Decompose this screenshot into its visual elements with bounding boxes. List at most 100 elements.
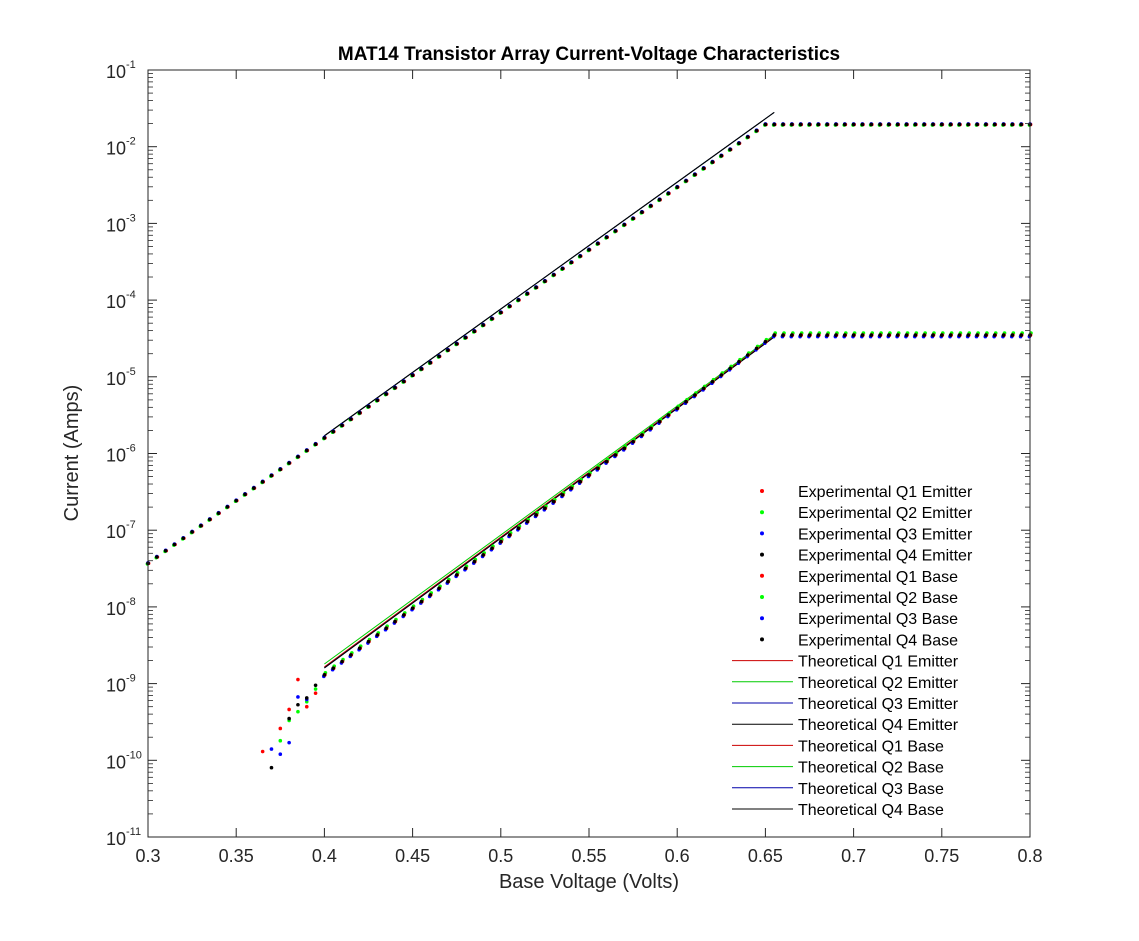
legend-marker xyxy=(760,510,764,515)
x-tick-label: 0.55 xyxy=(571,846,606,866)
emitter-point xyxy=(604,235,609,240)
base-point xyxy=(701,386,706,391)
base-point xyxy=(1019,333,1023,337)
x-tick-label: 0.4 xyxy=(312,846,337,866)
base-point xyxy=(401,613,406,617)
emitter-point xyxy=(207,517,212,522)
emitter-point xyxy=(613,229,618,233)
base-point xyxy=(490,546,494,551)
y-axis-label: Current (Amps) xyxy=(61,385,83,522)
base-low-point xyxy=(296,677,300,682)
emitter-point xyxy=(163,548,168,553)
base-low-point xyxy=(278,726,283,731)
base-point xyxy=(860,333,865,337)
base-point xyxy=(728,366,732,371)
emitter-point xyxy=(463,335,468,340)
y-tick-label: 10 -3 xyxy=(106,212,136,235)
base-point xyxy=(851,333,856,337)
legend-label: Theoretical Q2 Emitter xyxy=(798,675,959,692)
base-point xyxy=(904,333,909,337)
y-tick-label: 10 -11 xyxy=(106,826,141,849)
legend-label: Theoretical Q1 Base xyxy=(798,738,944,755)
emitter-point xyxy=(622,222,627,227)
base-point xyxy=(613,453,618,457)
emitter-point xyxy=(155,555,159,559)
base-point xyxy=(737,359,741,364)
emitter-point xyxy=(287,461,291,465)
emitter-point xyxy=(719,154,724,158)
x-tick-label: 0.45 xyxy=(395,846,430,866)
y-tick-exponent: -9 xyxy=(126,673,136,685)
base-point xyxy=(340,659,344,664)
emitter-point xyxy=(790,122,794,127)
base-point xyxy=(587,473,591,477)
legend-marker xyxy=(760,552,764,557)
base-point xyxy=(984,333,988,337)
base-low-point xyxy=(304,696,309,700)
base-point xyxy=(790,333,794,337)
base-point xyxy=(948,333,953,337)
emitter-point xyxy=(640,210,644,215)
emitter-point xyxy=(384,392,388,396)
base-point xyxy=(428,593,433,597)
base-point xyxy=(534,513,538,517)
emitter-point xyxy=(922,122,926,127)
base-point xyxy=(940,333,944,337)
emitter-point xyxy=(234,498,238,503)
emitter-point xyxy=(754,128,759,133)
legend-marker xyxy=(760,489,764,493)
emitter-point xyxy=(781,122,785,127)
base-point xyxy=(992,333,997,337)
base-point xyxy=(384,626,388,631)
emitter-point xyxy=(437,354,441,359)
emitter-point xyxy=(410,373,415,378)
base-low-point xyxy=(269,747,274,751)
y-tick-exponent: -5 xyxy=(126,366,136,378)
base-point xyxy=(507,533,512,537)
emitter-point xyxy=(551,273,556,277)
emitter-point xyxy=(957,122,962,127)
emitter-point xyxy=(190,530,194,534)
base-point xyxy=(825,333,829,337)
legend-label: Experimental Q2 Emitter xyxy=(798,505,973,522)
legend-label: Theoretical Q1 Emitter xyxy=(798,654,959,671)
emitter-point xyxy=(525,291,530,296)
emitter-point xyxy=(931,122,935,127)
emitter-point xyxy=(684,179,688,183)
x-tick-label: 0.6 xyxy=(665,846,690,866)
y-tick-label: 10 -10 xyxy=(106,749,142,772)
base-point xyxy=(878,333,882,337)
base-point xyxy=(622,446,627,451)
base-point xyxy=(922,333,926,337)
x-tick-label: 0.35 xyxy=(219,846,254,866)
base-point xyxy=(1010,333,1015,337)
base-point xyxy=(913,333,918,337)
emitter-point xyxy=(631,216,635,221)
y-tick-base: 10 xyxy=(106,829,126,849)
emitter-point xyxy=(851,122,856,127)
base-point xyxy=(454,573,459,577)
emitter-point xyxy=(357,411,362,415)
base-point xyxy=(710,379,715,384)
base-point xyxy=(525,519,530,524)
chart-title: MAT14 Transistor Array Current-Voltage C… xyxy=(338,44,840,65)
base-low-point xyxy=(296,695,300,699)
legend-label: Experimental Q1 Base xyxy=(798,569,958,586)
base-point xyxy=(807,333,812,337)
emitter-point xyxy=(948,122,953,127)
emitter-point xyxy=(966,122,971,127)
emitter-point xyxy=(940,122,944,127)
base-point xyxy=(331,666,336,670)
emitter-point xyxy=(454,342,459,346)
base-point xyxy=(781,333,785,337)
emitter-point xyxy=(269,473,274,478)
x-tick-label: 0.5 xyxy=(488,846,513,866)
legend-marker xyxy=(760,637,764,642)
x-tick-label: 0.8 xyxy=(1017,846,1042,866)
emitter-point xyxy=(648,204,653,208)
emitter-point xyxy=(772,122,777,127)
emitter-point xyxy=(375,398,380,403)
base-point xyxy=(693,393,697,397)
legend-marker xyxy=(760,595,764,599)
